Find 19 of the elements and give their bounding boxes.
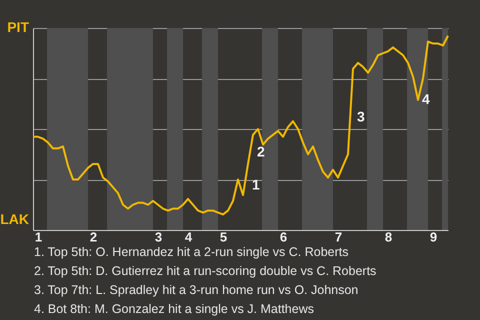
text: LAK xyxy=(0,211,29,227)
x-tick-label: 5 xyxy=(220,230,228,244)
annotation: 2 xyxy=(257,143,265,160)
x-tick-label: 2 xyxy=(90,230,98,244)
text: 2. Top 5th: D. Gutierrez hit a run-scoring double vs C. Roberts xyxy=(34,264,376,278)
annotation: 4 xyxy=(422,90,430,107)
x-tick-label: 3 xyxy=(154,230,162,244)
x-tick-label: 1 xyxy=(34,230,42,244)
x-tick-label: 7 xyxy=(334,230,342,244)
text: 3. Top 7th: L. Spradley hit a 3-run home run vs O. Johnson xyxy=(34,283,358,297)
x-tick-label: 6 xyxy=(280,230,288,244)
annotation: 1 xyxy=(252,176,260,192)
text: 1. Top 5th: O. Hernandez hit a 2-run single vs C. Roberts xyxy=(34,245,349,259)
x-tick-label: 9 xyxy=(430,230,438,244)
annotation: 3 xyxy=(357,108,365,124)
text: PIT xyxy=(7,19,30,35)
x-tick-label: 4 xyxy=(184,230,193,244)
x-tick-label: 8 xyxy=(384,230,392,244)
text: 4. Bot 8th: M. Gonzalez hit a single vs J. Matthews xyxy=(34,302,314,316)
